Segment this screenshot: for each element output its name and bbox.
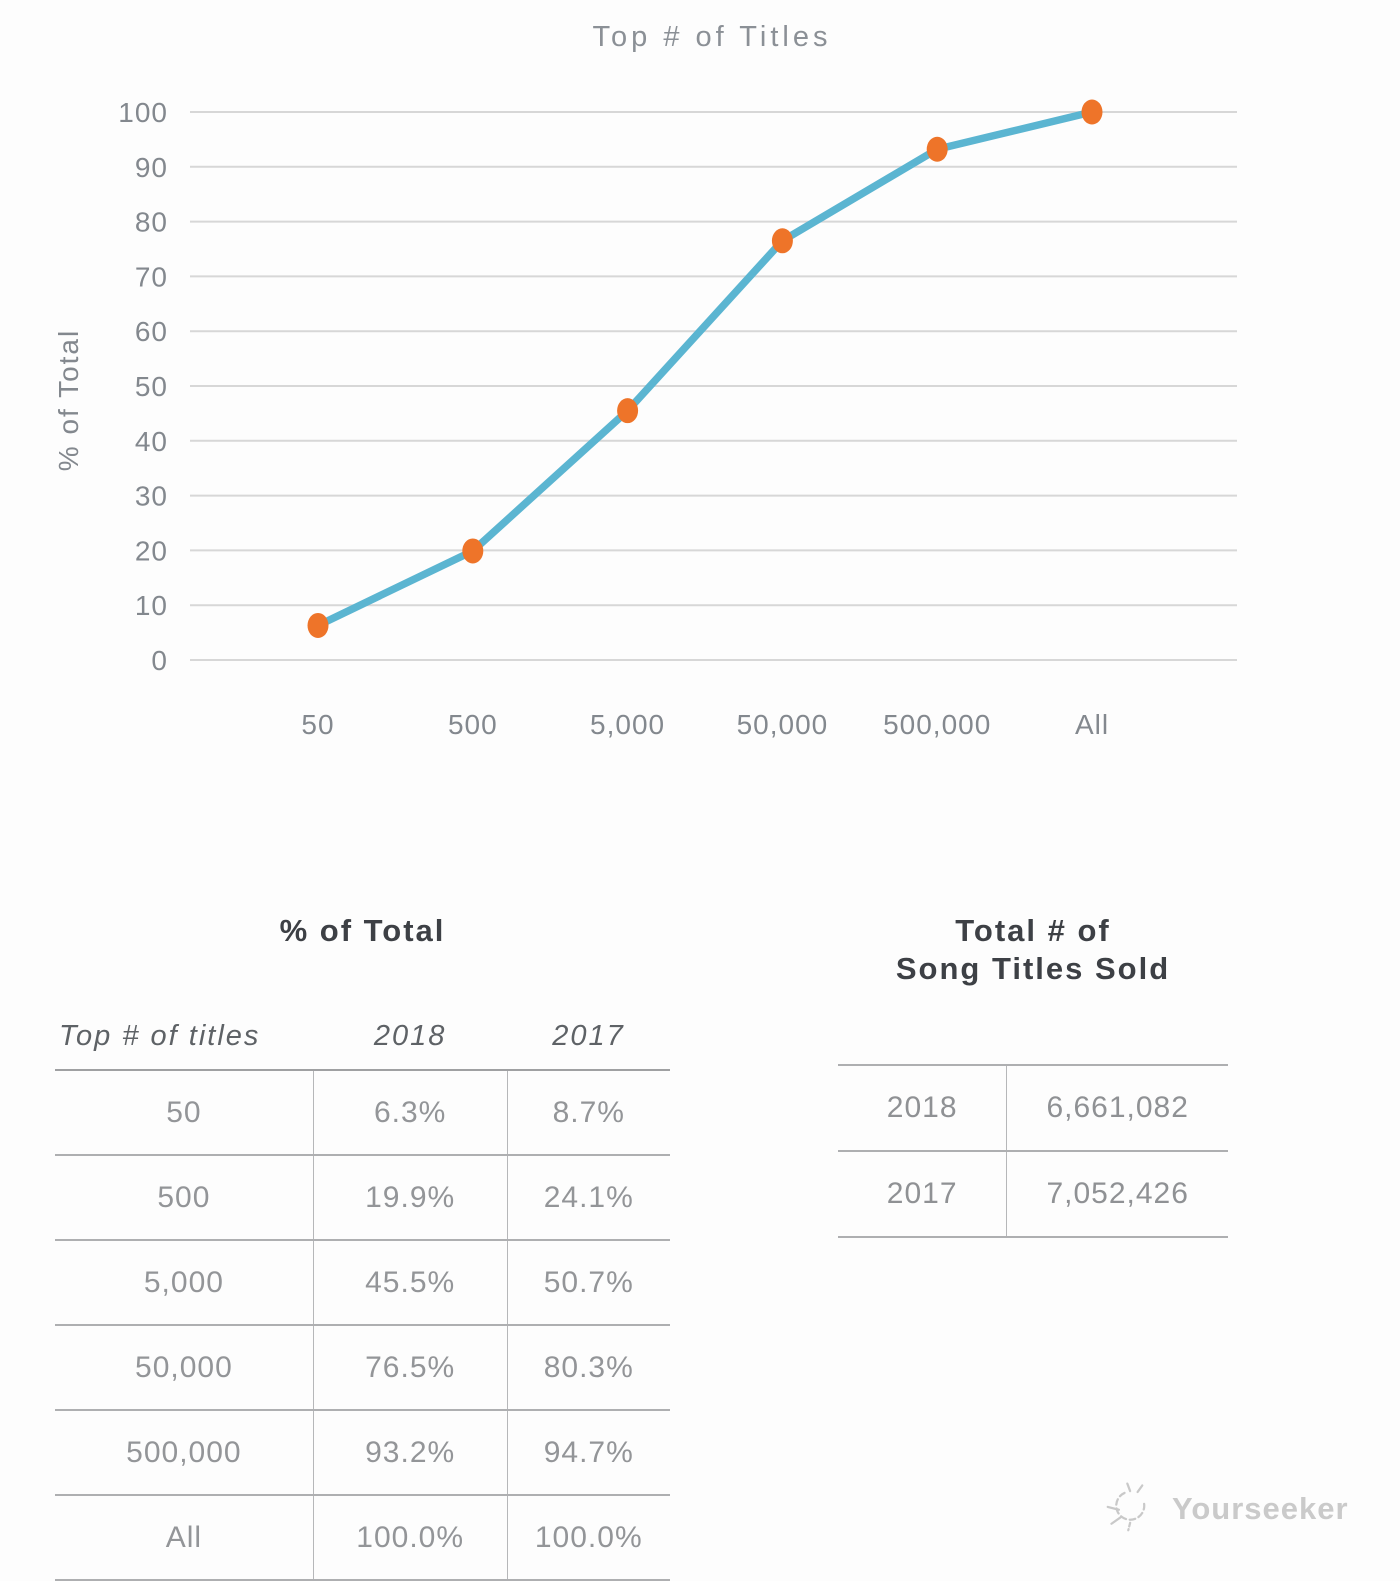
table-cell: All: [55, 1495, 314, 1581]
data-line: [314, 108, 1096, 630]
totals-table: 2018 6,661,082 2017 7,052,426: [838, 1064, 1228, 1238]
table-cell: 19.9%: [312, 1155, 508, 1241]
y-tick-label: 60: [135, 316, 168, 347]
y-axis-title: % of Total: [53, 329, 84, 471]
percent-table-header-row: Top # of titles 2018 2017: [55, 968, 670, 1071]
percent-table-body: 50 6.3% 8.7% 500 19.9% 24.1% 5,000 45.5% 50.7% 50…: [55, 1070, 670, 1581]
percent-of-total-table-section: % of Total Top # of titles 2018 2017 50 6…: [55, 912, 670, 1581]
table-cell: 2018: [838, 1065, 1008, 1152]
table-row: 500,000 93.2% 94.7%: [55, 1410, 670, 1496]
x-tick-label: 500,000: [883, 709, 991, 740]
table-cell: 500: [55, 1155, 314, 1241]
x-tick-label: 50,000: [737, 709, 829, 740]
line-chart: 0 10 20 30 40 50 60 70 80 90 100 Top # of Titles % o…: [53, 21, 1237, 740]
table-cell: 100.0%: [312, 1495, 508, 1581]
table-row: 2017 7,052,426: [838, 1151, 1228, 1238]
table-cell: 24.1%: [507, 1155, 670, 1241]
table-row: 50 6.3% 8.7%: [55, 1070, 670, 1156]
data-point-marker: [771, 228, 793, 254]
table-row: 5,000 45.5% 50.7%: [55, 1240, 670, 1326]
percent-table-title: % of Total: [279, 913, 446, 948]
table-row: 500 19.9% 24.1%: [55, 1155, 670, 1241]
totals-table-body: 2018 6,661,082 2017 7,052,426: [838, 1065, 1228, 1238]
y-tick-label: 30: [135, 481, 168, 512]
table-row: 50,000 76.5% 80.3%: [55, 1325, 670, 1411]
data-point-marker: [926, 136, 948, 162]
table-cell: 45.5%: [312, 1240, 508, 1326]
watermark-label: Yourseeker: [1172, 1490, 1349, 1526]
totals-table-title: Total # of Song Titles Sold: [895, 913, 1171, 986]
song-titles-sold-table-section: Total # of Song Titles Sold 2018 6,661,08…: [838, 912, 1228, 1238]
y-tick-label: 20: [135, 535, 168, 566]
y-tick-label: 80: [135, 207, 168, 238]
table-cell: 500,000: [55, 1410, 314, 1496]
x-tick-label: All: [1075, 709, 1109, 740]
table-cell: 7,052,426: [1006, 1151, 1228, 1238]
yourseeker-logo-icon: [1102, 1478, 1162, 1539]
table-row: 2018 6,661,082: [838, 1065, 1228, 1152]
table-cell: 50: [55, 1070, 314, 1156]
x-tick-label: 500: [448, 709, 498, 740]
y-tick-label: 50: [135, 371, 168, 402]
table-row: All 100.0% 100.0%: [55, 1495, 670, 1581]
y-tick-label: 100: [118, 97, 168, 128]
table-cell: 50.7%: [507, 1240, 670, 1326]
x-tick-label: 50: [301, 709, 334, 740]
percent-table: Top # of titles 2018 2017 50 6.3% 8.7% 500 1…: [55, 968, 670, 1581]
table-cell: 80.3%: [507, 1325, 670, 1411]
table-cell: 2017: [838, 1151, 1008, 1238]
y-tick-label: 0: [151, 645, 168, 676]
table-cell: 5,000: [55, 1240, 314, 1326]
col-header-2017: 2017: [507, 968, 670, 1071]
data-point-marker: [1081, 99, 1103, 125]
line-chart-section: 0 10 20 30 40 50 60 70 80 90 100 Top # of Titles % o…: [0, 0, 1400, 790]
y-tick-label: 10: [135, 590, 168, 621]
x-tick-label: 5,000: [590, 709, 665, 740]
table-cell: 100.0%: [507, 1495, 670, 1581]
table-cell: 76.5%: [312, 1325, 508, 1411]
col-header-top-number-of-titles: Top # of titles: [55, 968, 314, 1071]
y-tick-label: 40: [135, 426, 168, 457]
data-point-marker: [462, 538, 484, 564]
table-cell: 50,000: [55, 1325, 314, 1411]
col-header-2018: 2018: [313, 968, 508, 1071]
table-cell: 6,661,082: [1006, 1065, 1228, 1152]
table-cell: 6.3%: [312, 1070, 508, 1156]
table-cell: 93.2%: [312, 1410, 508, 1496]
y-tick-label: 90: [135, 152, 168, 183]
data-point-marker: [307, 612, 329, 638]
watermark: Yourseeker: [1102, 1478, 1349, 1539]
table-cell: 8.7%: [507, 1070, 670, 1156]
y-tick-label: 70: [135, 261, 168, 292]
table-cell: 94.7%: [507, 1410, 670, 1496]
chart-title: Top # of Titles: [593, 21, 832, 53]
data-point-marker: [617, 398, 639, 424]
